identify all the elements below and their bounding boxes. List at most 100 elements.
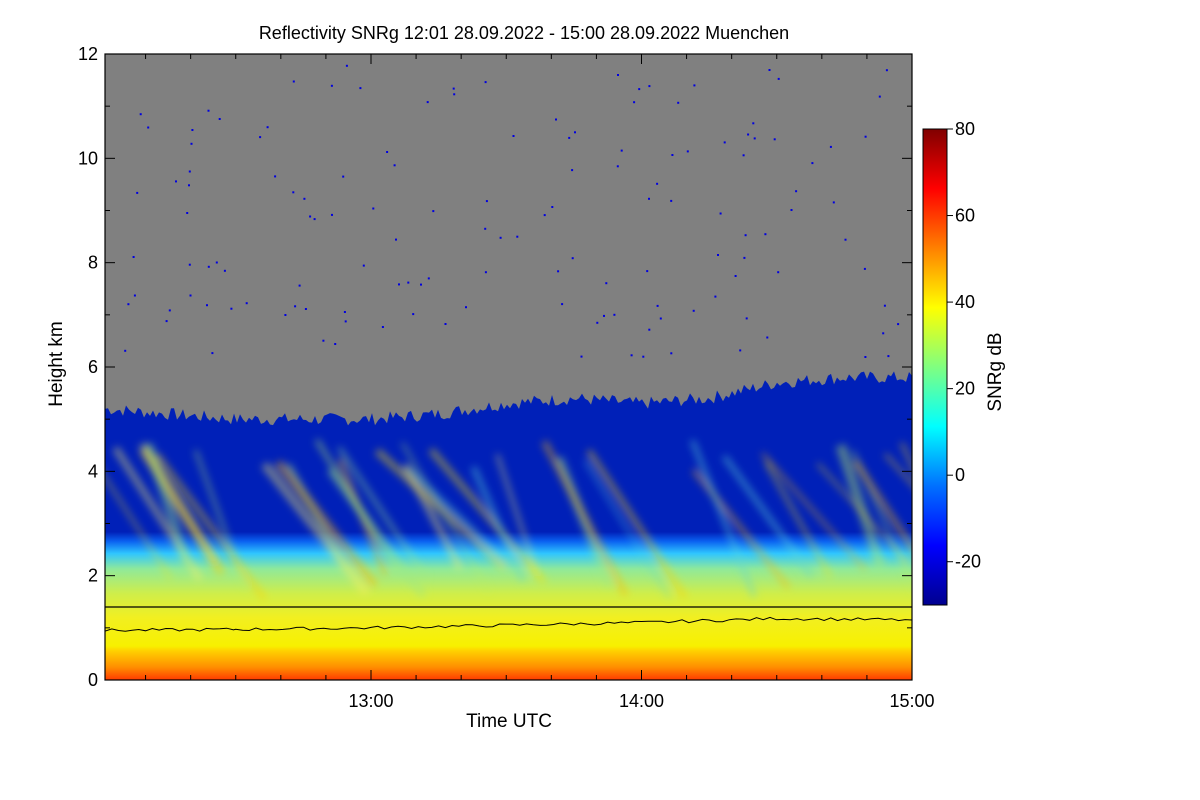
y-tick-label: 8 — [88, 253, 98, 273]
noise-dot — [670, 352, 673, 355]
noise-dot — [484, 81, 487, 84]
noise-dot — [124, 349, 127, 352]
noise-dot — [885, 69, 888, 72]
noise-dot — [887, 355, 890, 358]
noise-dot — [218, 118, 221, 120]
noise-dot — [693, 84, 696, 87]
noise-dot — [734, 275, 737, 277]
noise-dot — [568, 136, 571, 139]
noise-dot — [427, 277, 430, 280]
noise-dot — [743, 256, 746, 259]
noise-dot — [648, 328, 651, 331]
noise-dot — [764, 233, 767, 236]
noise-dot — [648, 197, 650, 200]
noise-dot — [245, 302, 248, 305]
colorbar-tick-label: 20 — [955, 379, 975, 399]
noise-dot — [633, 101, 636, 104]
colorbar-label: SNRg dB — [985, 332, 1006, 411]
noise-dot — [485, 200, 488, 203]
noise-dot — [420, 283, 422, 286]
plot-area — [105, 54, 912, 680]
noise-dot — [342, 175, 345, 178]
noise-dot — [561, 303, 564, 306]
colorbar-tick-label: 60 — [955, 206, 975, 226]
colorbar: -20 0 20 40 60 80 SNRg dB — [922, 119, 1006, 606]
noise-dot — [795, 190, 798, 193]
noise-dot — [136, 191, 139, 194]
noise-dot — [189, 294, 192, 297]
noise-dot — [432, 210, 435, 213]
noise-dot — [671, 154, 674, 156]
y-tick-label: 10 — [78, 148, 98, 168]
noise-dot — [747, 133, 750, 136]
noise-dot — [206, 304, 208, 307]
noise-dot — [284, 314, 287, 316]
fall-streak — [583, 459, 671, 599]
noise-dot — [744, 234, 747, 237]
fall-streak — [721, 454, 814, 578]
noise-dot — [656, 182, 659, 185]
noise-dot — [677, 101, 680, 104]
noise-dot — [304, 308, 307, 310]
noise-dot — [648, 85, 651, 88]
noise-dot — [147, 126, 150, 129]
noise-dot — [452, 87, 455, 90]
fall-streak — [314, 438, 400, 573]
noise-dot — [580, 355, 583, 358]
noise-dot — [168, 309, 171, 312]
noise-dot — [230, 307, 233, 310]
noise-dot — [832, 201, 835, 204]
noise-dot — [659, 317, 662, 320]
noise-dot — [175, 180, 177, 183]
noise-dot — [386, 151, 389, 153]
fall-streak — [154, 452, 268, 601]
noise-dot — [334, 343, 337, 345]
noise-dot — [465, 306, 467, 309]
noise-dot — [207, 265, 210, 268]
noise-dot — [723, 141, 726, 144]
y-tick-label: 0 — [88, 670, 98, 690]
noise-dot — [303, 197, 306, 200]
noise-dot — [686, 150, 689, 153]
y-tick-label: 6 — [88, 357, 98, 377]
noise-dot — [188, 170, 191, 173]
noise-dot — [309, 215, 312, 218]
fall-streak — [852, 459, 912, 554]
fall-streak — [274, 459, 379, 588]
noise-dot — [516, 235, 519, 238]
colorbar-tick-label: 80 — [955, 119, 975, 139]
fall-streak — [835, 443, 886, 569]
noise-dot — [574, 131, 576, 134]
noise-dot — [186, 212, 189, 214]
y-tick-label: 12 — [78, 44, 98, 64]
x-tick-label: 15:00 — [889, 691, 934, 711]
noise-dot — [190, 142, 193, 145]
noise-dot — [777, 271, 780, 274]
noise-dot — [395, 238, 397, 241]
noise-dot — [223, 269, 226, 272]
noise-dot — [274, 175, 277, 178]
noise-dot — [719, 212, 722, 215]
fall-streaks — [105, 438, 912, 601]
x-tick-label: 13:00 — [348, 691, 393, 711]
noise-dot — [188, 184, 190, 187]
echo-field — [105, 371, 912, 680]
noise-dot — [811, 162, 814, 165]
noise-dot — [844, 238, 847, 241]
noise-dot — [883, 304, 886, 307]
noise-dot — [638, 88, 641, 91]
fall-streak — [689, 439, 757, 598]
noise-dot — [864, 135, 867, 138]
noise-dot — [616, 165, 619, 168]
noise-dot — [745, 317, 748, 320]
noise-dot — [752, 122, 755, 125]
noise-dot — [557, 270, 560, 273]
noise-dot — [571, 169, 574, 172]
fall-streak — [400, 442, 491, 593]
noise-dot — [165, 320, 168, 323]
noise-dot — [864, 356, 867, 358]
fall-streak — [105, 474, 172, 580]
noise-dot — [298, 284, 301, 287]
noise-dot — [753, 137, 756, 140]
